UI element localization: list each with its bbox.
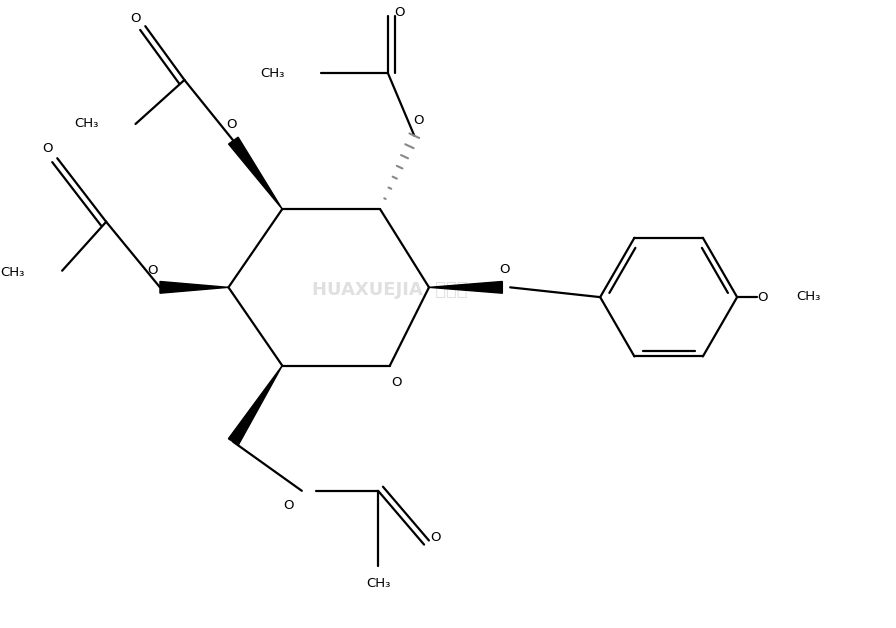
Text: CH₃: CH₃ (1, 266, 25, 279)
Text: O: O (283, 499, 293, 512)
Text: CH₃: CH₃ (796, 290, 820, 303)
Text: O: O (147, 264, 158, 277)
Text: O: O (130, 12, 141, 25)
Text: O: O (757, 291, 768, 303)
Text: HUAXUEJIA  化学加: HUAXUEJIA 化学加 (312, 281, 468, 300)
Text: O: O (431, 531, 441, 544)
Polygon shape (228, 365, 282, 445)
Text: O: O (226, 119, 237, 131)
Text: CH₃: CH₃ (74, 117, 99, 131)
Polygon shape (160, 281, 228, 293)
Text: CH₃: CH₃ (260, 67, 284, 80)
Polygon shape (228, 137, 282, 209)
Text: O: O (499, 263, 510, 276)
Text: O: O (42, 142, 53, 155)
Text: CH₃: CH₃ (366, 577, 391, 590)
Text: O: O (413, 114, 424, 127)
Text: O: O (392, 376, 402, 389)
Text: O: O (394, 6, 405, 19)
Polygon shape (429, 281, 503, 293)
